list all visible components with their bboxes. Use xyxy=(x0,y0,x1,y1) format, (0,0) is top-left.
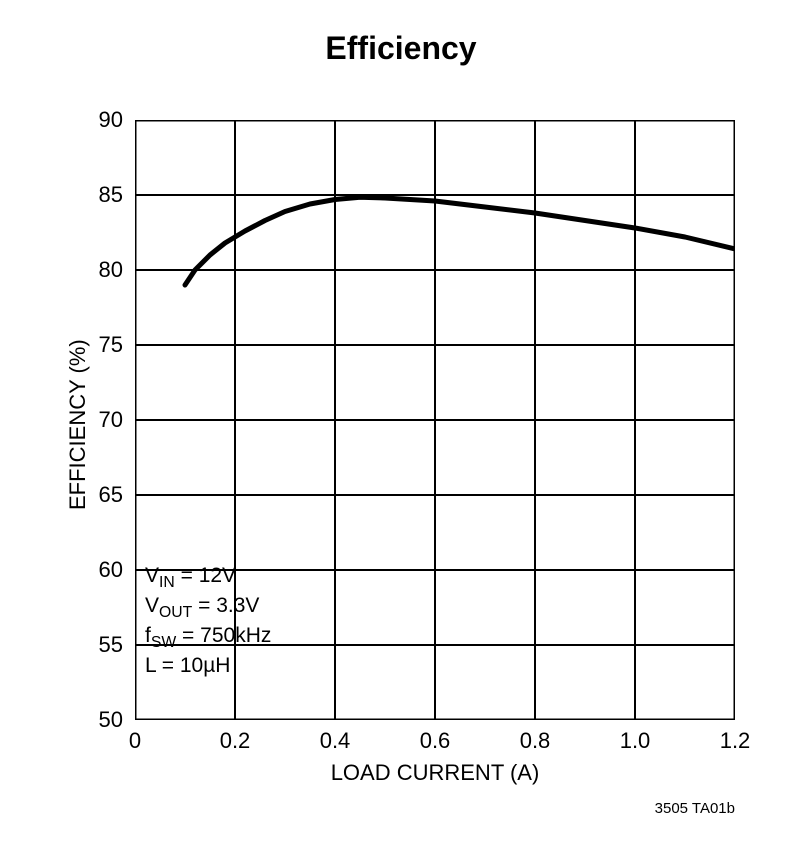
annotation-line: VOUT = 3.3V xyxy=(145,593,271,623)
x-tick-label: 1.0 xyxy=(620,728,651,754)
x-tick-label: 0 xyxy=(129,728,141,754)
x-tick-label: 1.2 xyxy=(720,728,751,754)
y-tick-label: 70 xyxy=(99,407,123,433)
annotation-line: fSW = 750kHz xyxy=(145,623,271,653)
y-tick-label: 55 xyxy=(99,632,123,658)
y-tick-label: 85 xyxy=(99,182,123,208)
y-tick-label: 75 xyxy=(99,332,123,358)
y-tick-label: 60 xyxy=(99,557,123,583)
chart-annotations: VIN = 12VVOUT = 3.3VfSW = 750kHzL = 10µH xyxy=(145,563,271,679)
figure-id: 3505 TA01b xyxy=(655,800,735,817)
annotation-line: L = 10µH xyxy=(145,653,271,679)
y-tick-label: 90 xyxy=(99,107,123,133)
chart-title: Efficiency xyxy=(0,30,802,67)
y-axis-label: EFFICIENCY (%) xyxy=(65,339,91,510)
annotation-line: VIN = 12V xyxy=(145,563,271,593)
y-tick-label: 80 xyxy=(99,257,123,283)
y-tick-label: 50 xyxy=(99,707,123,733)
x-tick-label: 0.4 xyxy=(320,728,351,754)
x-axis-label: LOAD CURRENT (A) xyxy=(331,760,540,786)
chart-container: Efficiency EFFICIENCY (%) LOAD CURRENT (… xyxy=(0,0,802,855)
x-tick-label: 0.6 xyxy=(420,728,451,754)
x-tick-label: 0.2 xyxy=(220,728,251,754)
y-tick-label: 65 xyxy=(99,482,123,508)
x-tick-label: 0.8 xyxy=(520,728,551,754)
